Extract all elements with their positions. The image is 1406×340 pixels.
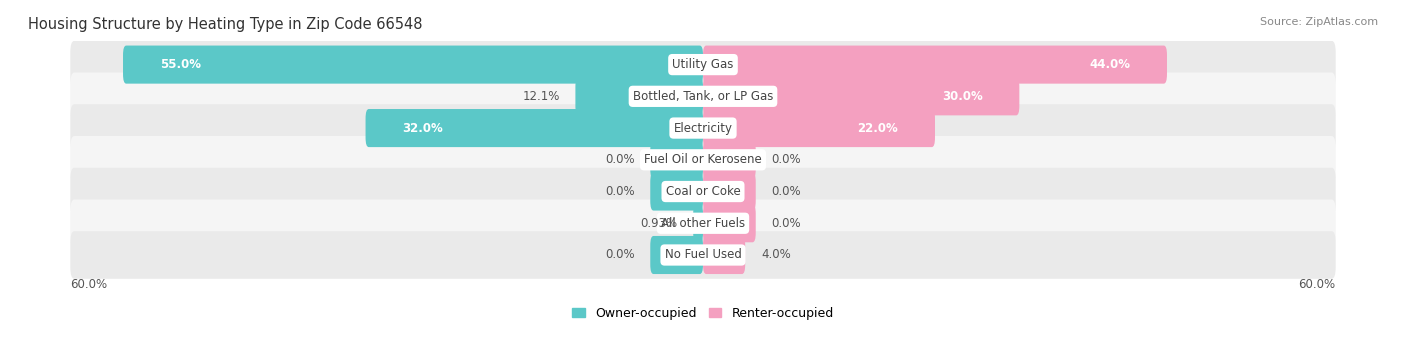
Text: No Fuel Used: No Fuel Used — [665, 249, 741, 261]
FancyBboxPatch shape — [693, 204, 703, 242]
Text: Source: ZipAtlas.com: Source: ZipAtlas.com — [1260, 17, 1378, 27]
FancyBboxPatch shape — [70, 200, 1336, 247]
Text: 12.1%: 12.1% — [522, 90, 560, 103]
Text: 60.0%: 60.0% — [70, 278, 107, 291]
FancyBboxPatch shape — [70, 104, 1336, 152]
FancyBboxPatch shape — [70, 136, 1336, 184]
Legend: Owner-occupied, Renter-occupied: Owner-occupied, Renter-occupied — [568, 302, 838, 325]
FancyBboxPatch shape — [575, 77, 703, 115]
Text: 32.0%: 32.0% — [402, 122, 443, 135]
FancyBboxPatch shape — [703, 236, 745, 274]
Text: 0.0%: 0.0% — [772, 185, 801, 198]
Text: 4.0%: 4.0% — [761, 249, 790, 261]
FancyBboxPatch shape — [70, 231, 1336, 279]
Text: 44.0%: 44.0% — [1090, 58, 1130, 71]
Text: 0.0%: 0.0% — [772, 217, 801, 230]
FancyBboxPatch shape — [70, 72, 1336, 120]
FancyBboxPatch shape — [703, 172, 756, 210]
FancyBboxPatch shape — [703, 46, 1167, 84]
FancyBboxPatch shape — [703, 109, 935, 147]
FancyBboxPatch shape — [703, 204, 756, 242]
Text: All other Fuels: All other Fuels — [661, 217, 745, 230]
FancyBboxPatch shape — [70, 168, 1336, 215]
Text: 55.0%: 55.0% — [160, 58, 201, 71]
Text: 60.0%: 60.0% — [1299, 278, 1336, 291]
Text: 0.0%: 0.0% — [605, 153, 634, 166]
Text: 22.0%: 22.0% — [858, 122, 898, 135]
FancyBboxPatch shape — [366, 109, 703, 147]
Text: Fuel Oil or Kerosene: Fuel Oil or Kerosene — [644, 153, 762, 166]
Text: 30.0%: 30.0% — [942, 90, 983, 103]
FancyBboxPatch shape — [650, 172, 703, 210]
FancyBboxPatch shape — [650, 236, 703, 274]
FancyBboxPatch shape — [703, 77, 1019, 115]
Text: 0.0%: 0.0% — [772, 153, 801, 166]
FancyBboxPatch shape — [124, 46, 703, 84]
Text: 0.0%: 0.0% — [605, 185, 634, 198]
Text: Electricity: Electricity — [673, 122, 733, 135]
FancyBboxPatch shape — [70, 41, 1336, 88]
Text: 0.93%: 0.93% — [640, 217, 678, 230]
FancyBboxPatch shape — [650, 141, 703, 179]
Text: Utility Gas: Utility Gas — [672, 58, 734, 71]
Text: Bottled, Tank, or LP Gas: Bottled, Tank, or LP Gas — [633, 90, 773, 103]
Text: 0.0%: 0.0% — [605, 249, 634, 261]
Text: Coal or Coke: Coal or Coke — [665, 185, 741, 198]
Text: Housing Structure by Heating Type in Zip Code 66548: Housing Structure by Heating Type in Zip… — [28, 17, 423, 32]
FancyBboxPatch shape — [703, 141, 756, 179]
